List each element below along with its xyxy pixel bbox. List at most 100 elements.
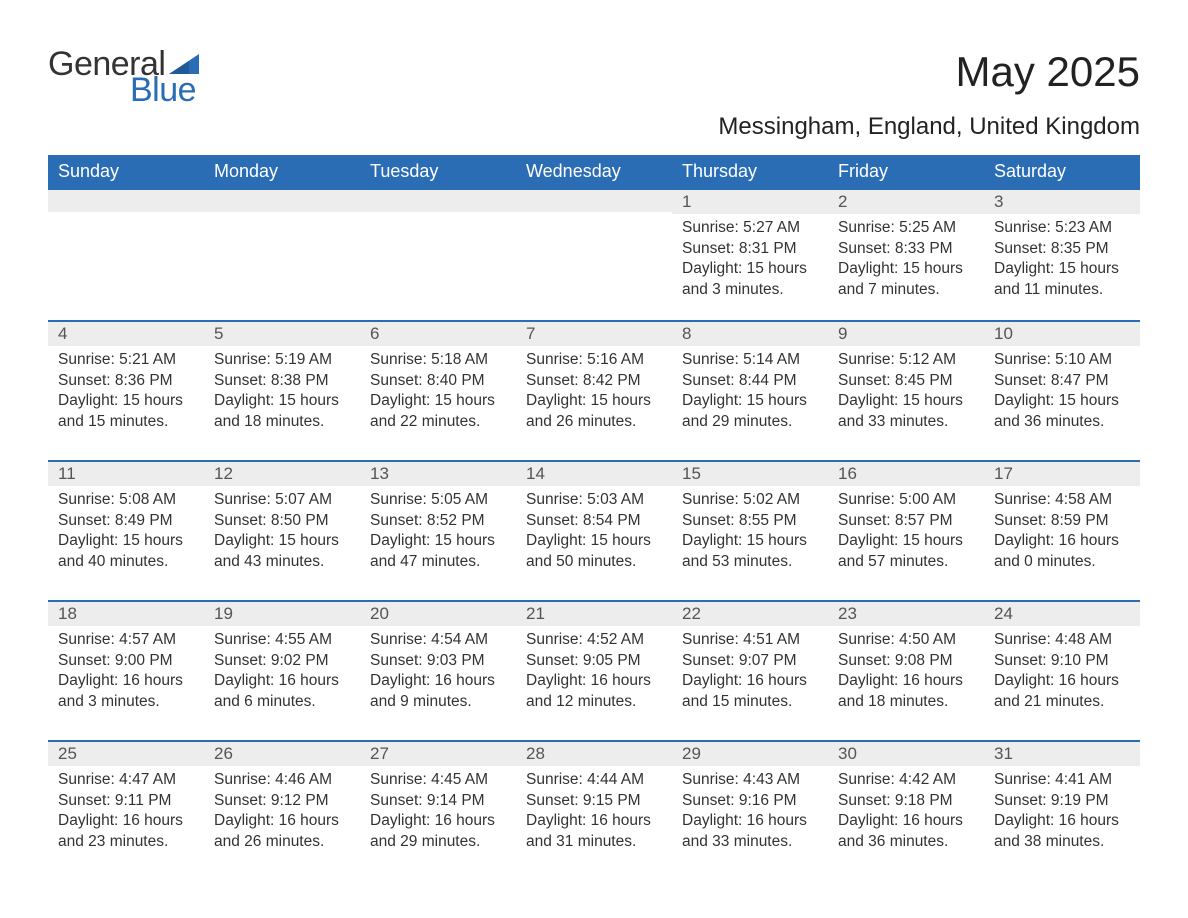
calendar-cell: 18Sunrise: 4:57 AMSunset: 9:00 PMDayligh… [48, 600, 204, 740]
sunrise-text: Sunrise: 4:50 AM [838, 630, 974, 651]
header: General Blue May 2025 [48, 48, 1140, 107]
calendar-cell [360, 188, 516, 320]
sunrise-text: Sunrise: 5:05 AM [370, 490, 506, 511]
day-body: Sunrise: 4:57 AMSunset: 9:00 PMDaylight:… [48, 626, 204, 722]
calendar-cell: 1Sunrise: 5:27 AMSunset: 8:31 PMDaylight… [672, 188, 828, 320]
day-number-empty [516, 188, 672, 212]
sunset-text: Sunset: 9:19 PM [994, 791, 1130, 812]
day-body: Sunrise: 5:25 AMSunset: 8:33 PMDaylight:… [828, 214, 984, 310]
sunrise-text: Sunrise: 5:02 AM [682, 490, 818, 511]
sunrise-text: Sunrise: 4:52 AM [526, 630, 662, 651]
day-body: Sunrise: 5:23 AMSunset: 8:35 PMDaylight:… [984, 214, 1140, 310]
day-body: Sunrise: 5:07 AMSunset: 8:50 PMDaylight:… [204, 486, 360, 582]
sunrise-text: Sunrise: 4:45 AM [370, 770, 506, 791]
day-number: 27 [360, 740, 516, 766]
day-number: 5 [204, 320, 360, 346]
sunset-text: Sunset: 8:38 PM [214, 371, 350, 392]
weekday-header: Thursday [672, 155, 828, 188]
sunrise-text: Sunrise: 4:58 AM [994, 490, 1130, 511]
sunrise-text: Sunrise: 5:10 AM [994, 350, 1130, 371]
daylight-text: Daylight: 16 hours and 26 minutes. [214, 811, 350, 853]
daylight-text: Daylight: 15 hours and 18 minutes. [214, 391, 350, 433]
daylight-text: Daylight: 15 hours and 29 minutes. [682, 391, 818, 433]
daylight-text: Daylight: 15 hours and 33 minutes. [838, 391, 974, 433]
calendar-cell: 5 Sunrise: 5:19 AMSunset: 8:38 PMDaylight… [204, 320, 360, 460]
day-body: Sunrise: 5:12 AMSunset: 8:45 PMDaylight:… [828, 346, 984, 442]
calendar-cell: 11Sunrise: 5:08 AMSunset: 8:49 PMDayligh… [48, 460, 204, 600]
daylight-text: Daylight: 16 hours and 36 minutes. [838, 811, 974, 853]
daylight-text: Daylight: 15 hours and 26 minutes. [526, 391, 662, 433]
sunrise-text: Sunrise: 4:54 AM [370, 630, 506, 651]
sunset-text: Sunset: 9:18 PM [838, 791, 974, 812]
sunrise-text: Sunrise: 4:48 AM [994, 630, 1130, 651]
calendar-cell: 4Sunrise: 5:21 AMSunset: 8:36 PMDaylight… [48, 320, 204, 460]
day-body: Sunrise: 4:55 AMSunset: 9:02 PMDaylight:… [204, 626, 360, 722]
sunset-text: Sunset: 9:08 PM [838, 651, 974, 672]
calendar-week-row: 25Sunrise: 4:47 AMSunset: 9:11 PMDayligh… [48, 740, 1140, 880]
day-body: Sunrise: 4:42 AMSunset: 9:18 PMDaylight:… [828, 766, 984, 862]
day-number: 15 [672, 460, 828, 486]
calendar-cell: 7Sunrise: 5:16 AMSunset: 8:42 PMDaylight… [516, 320, 672, 460]
sunrise-text: Sunrise: 5:23 AM [994, 218, 1130, 239]
sunset-text: Sunset: 9:16 PM [682, 791, 818, 812]
day-body: Sunrise: 4:41 AMSunset: 9:19 PMDaylight:… [984, 766, 1140, 862]
calendar-cell: 10Sunrise: 5:10 AMSunset: 8:47 PMDayligh… [984, 320, 1140, 460]
day-number: 22 [672, 600, 828, 626]
calendar-cell: 17Sunrise: 4:58 AMSunset: 8:59 PMDayligh… [984, 460, 1140, 600]
day-number: 10 [984, 320, 1140, 346]
daylight-text: Daylight: 15 hours and 40 minutes. [58, 531, 194, 573]
day-body: Sunrise: 4:58 AMSunset: 8:59 PMDaylight:… [984, 486, 1140, 582]
page-subtitle: Messingham, England, United Kingdom [48, 113, 1140, 141]
calendar-cell: 14Sunrise: 5:03 AMSunset: 8:54 PMDayligh… [516, 460, 672, 600]
day-number: 4 [48, 320, 204, 346]
calendar-cell: 25Sunrise: 4:47 AMSunset: 9:11 PMDayligh… [48, 740, 204, 880]
day-body: Sunrise: 4:47 AMSunset: 9:11 PMDaylight:… [48, 766, 204, 862]
sunrise-text: Sunrise: 4:47 AM [58, 770, 194, 791]
sunset-text: Sunset: 8:42 PM [526, 371, 662, 392]
sunrise-text: Sunrise: 5:19 AM [214, 350, 350, 371]
sunrise-text: Sunrise: 4:44 AM [526, 770, 662, 791]
daylight-text: Daylight: 15 hours and 53 minutes. [682, 531, 818, 573]
sunrise-text: Sunrise: 4:55 AM [214, 630, 350, 651]
calendar-cell: 15 Sunrise: 5:02 AMSunset: 8:55 PMDayligh… [672, 460, 828, 600]
sunset-text: Sunset: 8:57 PM [838, 511, 974, 532]
calendar-cell: 6Sunrise: 5:18 AMSunset: 8:40 PMDaylight… [360, 320, 516, 460]
sunset-text: Sunset: 9:05 PM [526, 651, 662, 672]
sunrise-text: Sunrise: 5:12 AM [838, 350, 974, 371]
daylight-text: Daylight: 15 hours and 43 minutes. [214, 531, 350, 573]
calendar-cell: 22Sunrise: 4:51 AMSunset: 9:07 PMDayligh… [672, 600, 828, 740]
daylight-text: Daylight: 16 hours and 0 minutes. [994, 531, 1130, 573]
calendar-cell [516, 188, 672, 320]
daylight-text: Daylight: 16 hours and 21 minutes. [994, 671, 1130, 713]
day-body: Sunrise: 4:52 AMSunset: 9:05 PMDaylight:… [516, 626, 672, 722]
daylight-text: Daylight: 16 hours and 33 minutes. [682, 811, 818, 853]
calendar-cell: 30Sunrise: 4:42 AMSunset: 9:18 PMDayligh… [828, 740, 984, 880]
day-number: 7 [516, 320, 672, 346]
daylight-text: Daylight: 15 hours and 47 minutes. [370, 531, 506, 573]
calendar-cell: 13Sunrise: 5:05 AMSunset: 8:52 PMDayligh… [360, 460, 516, 600]
daylight-text: Daylight: 15 hours and 11 minutes. [994, 259, 1130, 301]
day-number: 12 [204, 460, 360, 486]
sunset-text: Sunset: 9:03 PM [370, 651, 506, 672]
day-body: Sunrise: 4:45 AMSunset: 9:14 PMDaylight:… [360, 766, 516, 862]
sunset-text: Sunset: 9:10 PM [994, 651, 1130, 672]
daylight-text: Daylight: 16 hours and 6 minutes. [214, 671, 350, 713]
sunrise-text: Sunrise: 5:18 AM [370, 350, 506, 371]
daylight-text: Daylight: 15 hours and 57 minutes. [838, 531, 974, 573]
day-number: 17 [984, 460, 1140, 486]
sunrise-text: Sunrise: 4:57 AM [58, 630, 194, 651]
day-number: 11 [48, 460, 204, 486]
day-number-empty [204, 188, 360, 212]
weekday-header: Friday [828, 155, 984, 188]
calendar-week-row: 18Sunrise: 4:57 AMSunset: 9:00 PMDayligh… [48, 600, 1140, 740]
daylight-text: Daylight: 16 hours and 38 minutes. [994, 811, 1130, 853]
calendar-cell: 31Sunrise: 4:41 AMSunset: 9:19 PMDayligh… [984, 740, 1140, 880]
daylight-text: Daylight: 16 hours and 31 minutes. [526, 811, 662, 853]
sunset-text: Sunset: 8:55 PM [682, 511, 818, 532]
daylight-text: Daylight: 16 hours and 9 minutes. [370, 671, 506, 713]
day-number: 3 [984, 188, 1140, 214]
sunset-text: Sunset: 9:11 PM [58, 791, 194, 812]
weekday-header: Monday [204, 155, 360, 188]
sunrise-text: Sunrise: 5:27 AM [682, 218, 818, 239]
day-number: 8 [672, 320, 828, 346]
